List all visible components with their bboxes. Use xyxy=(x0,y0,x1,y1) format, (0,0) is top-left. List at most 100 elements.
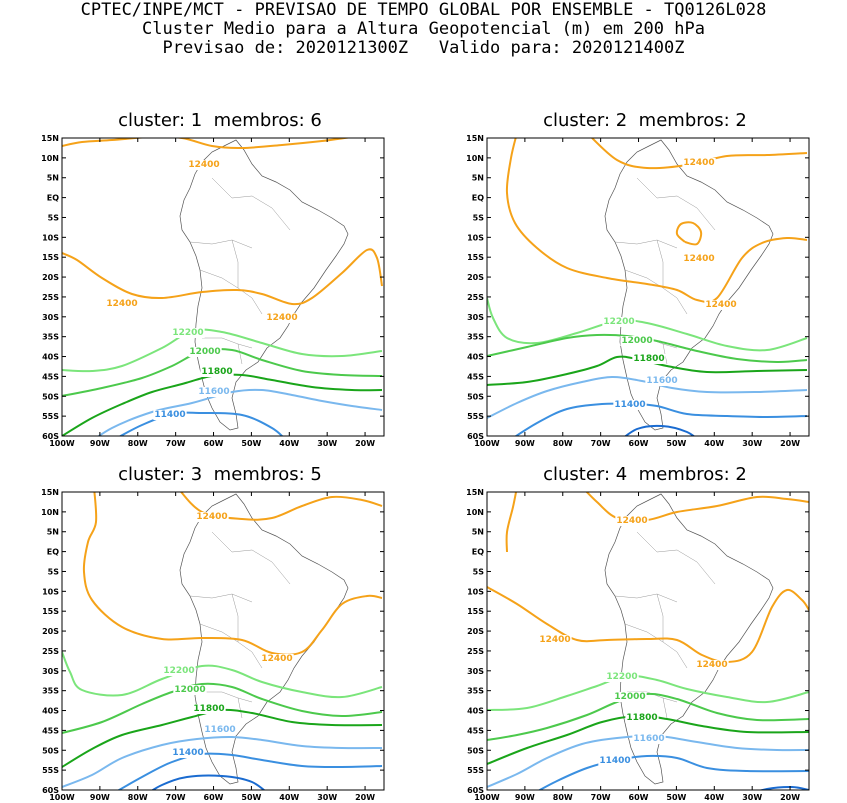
contour-12000 xyxy=(62,682,383,734)
country-border xyxy=(211,177,291,231)
lat-label: 25S xyxy=(467,647,484,656)
lat-label: 20S xyxy=(467,627,484,636)
lon-label: 20W xyxy=(780,439,800,448)
lon-label: 30W xyxy=(742,793,762,802)
contour-label-11800: 11800 xyxy=(193,704,224,714)
lat-label: 30S xyxy=(467,313,484,322)
contour-11800 xyxy=(487,355,808,386)
contour-label-11800: 11800 xyxy=(201,367,232,377)
lat-label: 60S xyxy=(42,786,59,795)
lat-label: 10N xyxy=(466,508,484,517)
coastline xyxy=(179,139,349,431)
lon-label: 100W xyxy=(474,439,500,448)
contour-12400 xyxy=(505,138,808,304)
lat-label: 15S xyxy=(42,607,59,616)
panel-title: cluster: 2 membros: 2 xyxy=(543,110,747,131)
map-content xyxy=(62,138,383,436)
contour-label-11400: 11400 xyxy=(614,400,645,410)
contour-label-12400: 12400 xyxy=(188,160,219,170)
panel-title: cluster: 1 membros: 6 xyxy=(118,110,322,131)
contour-label-bg xyxy=(598,756,632,766)
lon-label: 40W xyxy=(704,439,724,448)
lon-label: 70W xyxy=(166,439,186,448)
lon-label: 30W xyxy=(317,439,337,448)
contour-label-bg xyxy=(625,713,659,723)
contour-12400 xyxy=(585,492,809,522)
country-border xyxy=(202,691,253,703)
contour-12400 xyxy=(62,138,353,150)
lat-label: 5S xyxy=(48,213,60,222)
contour-label-12000: 12000 xyxy=(189,347,220,357)
contour-label-bg xyxy=(645,376,679,386)
country-border xyxy=(231,593,239,642)
lat-label: 10S xyxy=(467,587,484,596)
header-line-2: Cluster Medio para a Altura Geopotencial… xyxy=(142,19,705,39)
coastline xyxy=(604,139,774,431)
contour-label-bg xyxy=(203,725,237,735)
lat-label: EQ xyxy=(472,194,484,203)
contour-label-12000: 12000 xyxy=(621,336,652,346)
lon-label: 80W xyxy=(553,793,573,802)
contour-label-bg xyxy=(632,734,666,744)
country-border xyxy=(237,343,243,365)
contour-label-11600: 11600 xyxy=(633,734,664,744)
lat-label: 45S xyxy=(42,726,59,735)
lat-label: 45S xyxy=(42,372,59,381)
contour-label-12000: 12000 xyxy=(174,685,205,695)
lat-label: 35S xyxy=(42,333,59,342)
lat-label: 55S xyxy=(467,412,484,421)
country-border xyxy=(624,623,688,669)
lon-label: 60W xyxy=(629,793,649,802)
lon-label: 20W xyxy=(355,793,375,802)
lat-label: 10N xyxy=(466,154,484,163)
contour-label-bg xyxy=(171,748,205,758)
lon-label: 40W xyxy=(279,793,299,802)
contour-label-11600: 11600 xyxy=(204,725,235,735)
lat-label: 15N xyxy=(466,488,484,497)
contour-11600 xyxy=(97,388,383,436)
lon-label: 100W xyxy=(49,793,75,802)
contour-11400 xyxy=(117,752,383,790)
country-border xyxy=(656,593,664,642)
contour-label-12200: 12200 xyxy=(606,672,637,682)
contour-label-bg xyxy=(632,354,666,364)
country-border xyxy=(199,623,263,669)
map-plot: 12400 12400 12400 12200 12000 11800 11600 11400… xyxy=(41,134,385,448)
lon-label: 70W xyxy=(591,793,611,802)
lat-label: 50S xyxy=(42,746,59,755)
lat-label: 45S xyxy=(467,726,484,735)
contour-label-11400: 11400 xyxy=(154,410,185,420)
country-border xyxy=(189,239,253,249)
contour-12200 xyxy=(62,328,383,373)
lon-label: 90W xyxy=(515,793,535,802)
country-border xyxy=(662,697,668,719)
lat-label: 40S xyxy=(42,353,59,362)
lon-label: 90W xyxy=(515,439,535,448)
lon-label: 50W xyxy=(666,793,686,802)
lat-label: 5N xyxy=(47,174,59,183)
contour-label-11600: 11600 xyxy=(198,387,229,397)
country-border xyxy=(211,531,291,585)
lon-label: 50W xyxy=(241,793,261,802)
country-border xyxy=(656,239,664,288)
lat-label: 30S xyxy=(42,313,59,322)
contour-label-bg xyxy=(162,666,196,676)
coastline xyxy=(604,493,774,785)
contour-11600 xyxy=(487,375,808,419)
lat-label: 55S xyxy=(42,412,59,421)
contour-label-bg xyxy=(197,387,231,397)
contour-label-12400: 12400 xyxy=(261,654,292,664)
contour-label-11800: 11800 xyxy=(633,354,664,364)
lat-label: 60S xyxy=(467,432,484,441)
lon-label: 60W xyxy=(629,439,649,448)
lon-label: 70W xyxy=(166,793,186,802)
country-border xyxy=(636,177,716,231)
contour-11200 xyxy=(624,424,696,436)
lat-label: 55S xyxy=(42,766,59,775)
contour-label-12200: 12200 xyxy=(603,317,634,327)
country-border xyxy=(189,593,253,603)
lat-label: 5N xyxy=(472,174,484,183)
country-border xyxy=(614,239,678,249)
contour-label-bg xyxy=(615,516,649,526)
contour-11600 xyxy=(62,735,383,788)
